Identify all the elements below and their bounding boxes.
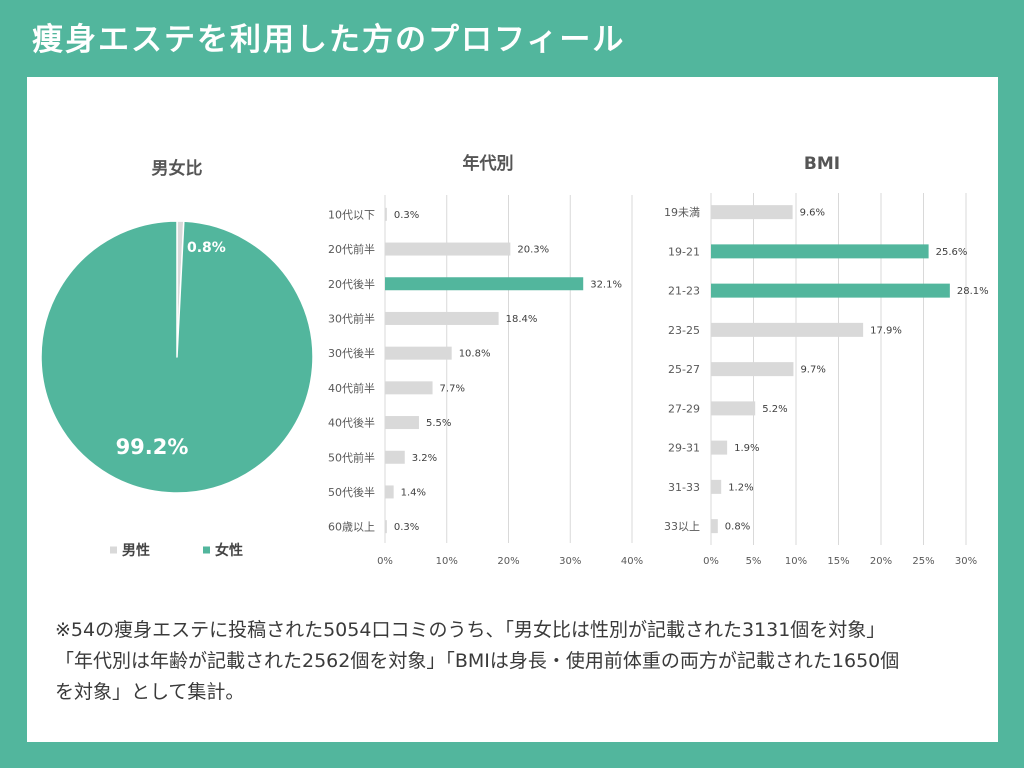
- gender-ratio-chart: 男女比 0.8% 99.2% 男性 女性: [40, 158, 314, 559]
- pie-slices: [40, 220, 314, 494]
- age-chart-plot: 0% 10% 20% 30% 40% 10代以下 0.3% 20代前半 20.3% 20代後半 32…: [328, 195, 643, 567]
- value-label: 25.6%: [936, 247, 968, 258]
- category-label: 33以上: [664, 520, 700, 533]
- x-axis-ticks: 0% 10% 20% 30% 40%: [377, 556, 643, 567]
- value-label: 9.7%: [800, 365, 825, 376]
- bar: [711, 519, 718, 534]
- value-label: 32.1%: [590, 279, 622, 290]
- value-label: 28.1%: [957, 286, 989, 297]
- value-label: 5.5%: [426, 418, 451, 429]
- x-tick-label: 20%: [497, 556, 519, 567]
- bar: [711, 479, 722, 494]
- legend-swatch: [110, 546, 117, 554]
- bar: [385, 346, 452, 360]
- value-label: 20.3%: [517, 245, 549, 256]
- category-label: 25-27: [668, 363, 700, 376]
- x-tick-label: 0%: [703, 556, 719, 567]
- bar: [711, 401, 756, 416]
- bar-highlighted: [385, 277, 584, 291]
- category-label: 31-33: [668, 481, 700, 494]
- bar-highlighted: [711, 244, 929, 259]
- category-label: 27-29: [668, 402, 700, 415]
- bmi-chart-plot: 0% 5% 10% 15% 20% 25% 30% 19未満 9.6% 19-21 25.6% 21-…: [664, 193, 989, 567]
- value-label: 5.2%: [762, 404, 787, 415]
- bar: [385, 416, 419, 430]
- x-tick-label: 10%: [436, 556, 458, 567]
- value-label: 0.3%: [394, 210, 419, 221]
- x-tick-label: 40%: [621, 556, 643, 567]
- value-label: 3.2%: [412, 453, 437, 464]
- bar: [385, 311, 499, 325]
- bar: [385, 485, 394, 499]
- bar: [385, 520, 387, 534]
- value-label: 7.7%: [440, 383, 465, 394]
- page-title: 痩身エステを利用した方のプロフィール: [32, 22, 626, 58]
- x-axis-ticks: 0% 5% 10% 15% 20% 25% 30%: [703, 556, 977, 567]
- value-label: 0.3%: [394, 522, 419, 533]
- category-label: 21-23: [668, 285, 700, 298]
- footnote-line: を対象」として集計。: [55, 681, 245, 703]
- bar-highlighted: [711, 283, 950, 298]
- x-tick-label: 10%: [785, 556, 807, 567]
- category-label: 50代前半: [328, 450, 375, 464]
- bar: [385, 381, 433, 395]
- age-group-chart: 年代別 0% 10% 20% 30% 40% 10代以下 0.3% 20代前半 20.3% 20代…: [328, 153, 643, 567]
- category-label: 30代前半: [328, 311, 375, 325]
- value-label: 1.9%: [734, 443, 759, 454]
- x-tick-label: 15%: [827, 556, 849, 567]
- x-tick-label: 5%: [746, 556, 762, 567]
- category-label: 23-25: [668, 324, 700, 337]
- legend-label: 男性: [122, 542, 150, 559]
- bmi-chart-title: BMI: [804, 154, 840, 174]
- category-label: 60歳以上: [328, 521, 375, 534]
- charts-area: 男女比 0.8% 99.2% 男性 女性 年代別 0% 10% 20% 30% 40% 10代…: [40, 153, 989, 567]
- bar: [711, 362, 794, 377]
- content-panel: 男女比 0.8% 99.2% 男性 女性 年代別 0% 10% 20% 30% 40% 10代…: [27, 77, 998, 742]
- x-tick-label: 0%: [377, 556, 393, 567]
- category-label: 40代前半: [328, 381, 375, 395]
- bar: [385, 242, 511, 256]
- pie-labels: 0.8% 99.2%: [116, 240, 226, 459]
- category-label: 19-21: [668, 245, 700, 258]
- category-label: 19未満: [664, 206, 700, 219]
- footnote: ※54の痩身エステに投稿された5054口コミのうち、「男女比は性別が記載された3…: [55, 615, 899, 708]
- category-label: 30代後半: [328, 346, 375, 360]
- value-label: 0.8%: [725, 522, 750, 533]
- bar: [711, 205, 793, 220]
- value-label: 9.6%: [800, 208, 825, 219]
- pie-value-label: 99.2%: [116, 435, 189, 459]
- category-label: 40代後半: [328, 416, 375, 430]
- footnote-line: ※54の痩身エステに投稿された5054口コミのうち、「男女比は性別が記載された3…: [55, 619, 886, 641]
- value-label: 1.4%: [401, 487, 426, 498]
- legend-swatch: [203, 546, 210, 554]
- category-label: 29-31: [668, 442, 700, 455]
- value-label: 17.9%: [870, 325, 902, 336]
- bar: [711, 322, 864, 337]
- category-label: 50代後半: [328, 485, 375, 499]
- x-tick-label: 30%: [955, 556, 977, 567]
- bar: [385, 450, 405, 464]
- bmi-chart: BMI 0% 5% 10% 15% 20% 25% 30% 19未満 9.6% 19-21 25.6…: [664, 154, 989, 567]
- category-label: 10代以下: [328, 208, 375, 221]
- value-label: 18.4%: [506, 314, 538, 325]
- gender-chart-title: 男女比: [152, 158, 203, 179]
- legend-label: 女性: [215, 542, 243, 559]
- bar: [711, 440, 728, 455]
- category-label: 20代後半: [328, 277, 375, 291]
- category-label: 20代前半: [328, 242, 375, 256]
- value-label: 1.2%: [728, 482, 753, 493]
- pie-legend: 男性 女性: [110, 542, 243, 559]
- age-chart-title: 年代別: [463, 153, 514, 174]
- x-tick-label: 30%: [559, 556, 581, 567]
- bar: [385, 207, 387, 221]
- footnote-line: 「年代別は年齢が記載された2562個を対象」「BMIは身長・使用前体重の両方が記…: [55, 650, 900, 672]
- value-label: 10.8%: [459, 349, 491, 360]
- pie-value-label: 0.8%: [187, 240, 226, 256]
- x-tick-label: 20%: [870, 556, 892, 567]
- x-tick-label: 25%: [912, 556, 934, 567]
- pie-slice-female: [40, 220, 314, 494]
